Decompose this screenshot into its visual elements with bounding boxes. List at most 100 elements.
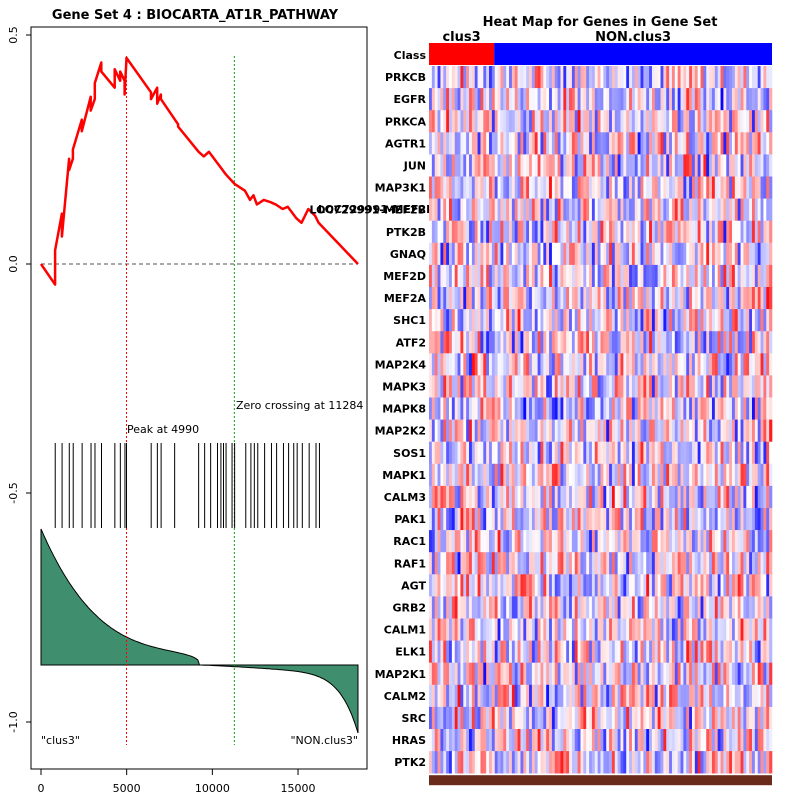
heatmap-cell: [551, 662, 556, 686]
heatmap-cell: [537, 485, 541, 509]
heatmap-cell: [500, 176, 504, 199]
heatmap-cell: [746, 552, 750, 575]
heatmap-cell: [554, 463, 558, 487]
gene-label: SHC1: [393, 314, 426, 327]
heatmap-cell: [549, 88, 553, 111]
heatmap-cell: [457, 198, 461, 221]
heatmap-cell: [666, 176, 670, 199]
heatmap-cell: [751, 88, 756, 111]
heatmap-cell: [723, 331, 727, 354]
heatmap-cell: [609, 596, 613, 619]
heatmap-cell: [546, 375, 550, 398]
heatmap-cell: [677, 242, 681, 266]
heatmap-cell: [477, 264, 481, 288]
heatmap-cell: [663, 485, 667, 509]
heatmap-cell: [591, 706, 596, 730]
heatmap-cell: [649, 375, 653, 398]
heatmap-cell: [454, 574, 458, 597]
heatmap-cell: [586, 132, 590, 155]
heatmap-cell: [446, 508, 450, 531]
heatmap-cell: [569, 66, 573, 89]
heatmap-cell: [520, 662, 524, 686]
heatmap-cell: [449, 596, 453, 619]
heatmap-cell: [486, 88, 490, 111]
heatmap-cell: [720, 88, 724, 111]
heatmap-cell: [451, 485, 456, 509]
heatmap-cell: [683, 397, 687, 420]
heatmap-cell: [431, 419, 436, 442]
heatmap-cell: [551, 530, 556, 553]
heatmap-cell: [429, 751, 433, 774]
heatmap-cell: [691, 552, 696, 575]
gene-label: RAF1: [394, 557, 426, 570]
heatmap-cell: [429, 706, 433, 730]
heatmap-cell: [746, 198, 750, 221]
heatmap-cell: [480, 397, 484, 420]
heatmap-cell: [594, 264, 598, 288]
heatmap-cell: [740, 242, 744, 266]
heatmap-cell: [517, 397, 521, 420]
heatmap-cell: [683, 309, 687, 332]
heatmap-cell: [637, 684, 641, 708]
heatmap-cell: [460, 331, 464, 354]
heatmap-cell: [506, 508, 510, 531]
heatmap-cell: [629, 485, 633, 509]
heatmap-cell: [674, 596, 678, 619]
heatmap-cell: [571, 397, 576, 420]
heatmap-cell: [717, 574, 721, 597]
heatmap-cell: [611, 552, 616, 575]
heatmap-cell: [520, 353, 524, 376]
heatmap-cell: [534, 176, 538, 199]
heatmap-cell: [746, 706, 750, 730]
heatmap-cell: [711, 132, 716, 155]
heatmap-cell: [706, 729, 710, 752]
heatmap-cell: [469, 508, 473, 531]
heatmap-cell: [717, 176, 721, 199]
heatmap-cell: [429, 375, 433, 398]
heatmap-cell: [540, 662, 544, 686]
heatmap-cell: [677, 596, 681, 619]
heatmap-cell: [477, 729, 481, 752]
heatmap-cell: [729, 331, 733, 354]
heatmap-cell: [517, 220, 521, 244]
heatmap-cell: [669, 287, 673, 310]
heatmap-cell: [691, 66, 696, 89]
heatmap-cell: [637, 662, 641, 686]
heatmap-cell: [597, 198, 601, 221]
heatmap-cell: [429, 110, 433, 133]
heatmap-cell: [671, 706, 676, 730]
heatmap-cell: [537, 66, 541, 89]
heatmap-cell: [646, 397, 650, 420]
heatmap-cell: [660, 640, 664, 663]
heatmap-cell: [706, 375, 710, 398]
heatmap-cell: [683, 729, 687, 752]
heatmap-cell: [734, 66, 738, 89]
heatmap-cell: [743, 198, 747, 221]
heatmap-cell: [489, 220, 493, 244]
heatmap-cell: [457, 220, 461, 244]
heatmap-cell: [594, 729, 598, 752]
heatmap-cell: [474, 729, 478, 752]
heatmap-cell: [663, 331, 667, 354]
heatmap-cell: [531, 729, 536, 752]
heatmap-cell: [449, 331, 453, 354]
heatmap-cell: [586, 684, 590, 708]
heatmap-cell: [589, 751, 593, 774]
heatmap-cell: [649, 463, 653, 487]
heatmap-cell: [734, 110, 738, 133]
heatmap-cell: [503, 618, 507, 641]
heatmap-cell: [749, 331, 753, 354]
heatmap-cell: [443, 485, 447, 509]
heatmap-cell: [529, 574, 533, 597]
heatmap-cell: [674, 618, 678, 641]
heatmap-cell: [731, 353, 736, 376]
heatmap-cell: [706, 618, 710, 641]
heatmap-cell: [700, 508, 704, 531]
heatmap-cell: [463, 176, 467, 199]
heatmap-cell: [494, 88, 498, 111]
heatmap-cell: [760, 375, 764, 398]
heatmap-cell: [583, 220, 587, 244]
heatmap-cell: [469, 397, 473, 420]
heatmap-cell: [560, 485, 564, 509]
heatmap-cell: [483, 618, 487, 641]
